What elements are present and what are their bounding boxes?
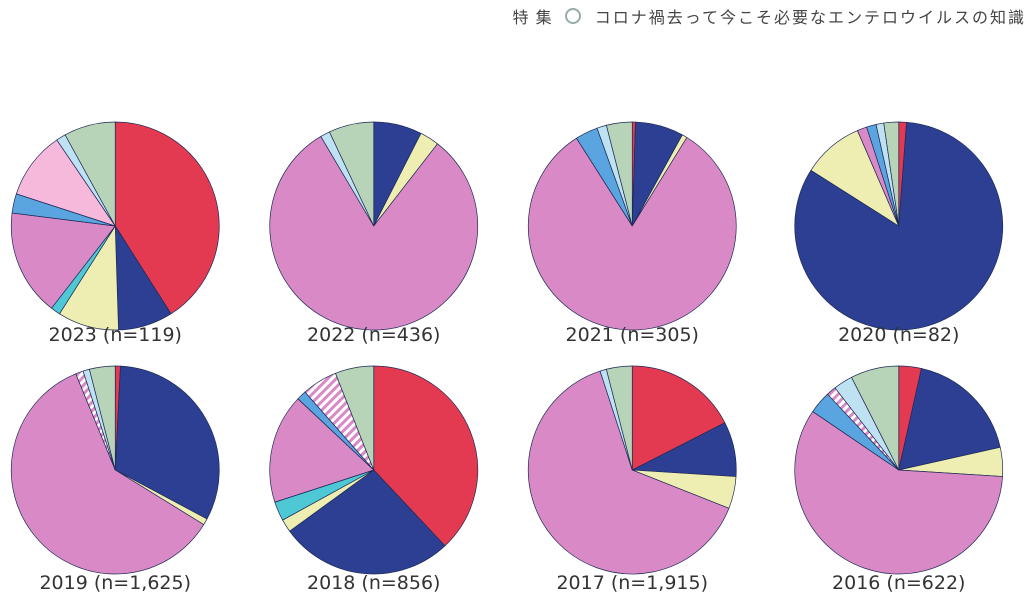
pie-label: 2018 (n=856) (307, 572, 441, 594)
pie-label: 2021 (n=305) (565, 324, 699, 346)
pie-slice-pink (269, 398, 375, 503)
pie-slice-sage (851, 365, 900, 471)
pie-slice-navy (289, 469, 446, 575)
pie-label: 2017 (n=1,915) (556, 572, 709, 594)
pie-slice-navy (114, 365, 220, 520)
pie-label: 2020 (n=82) (838, 324, 960, 346)
pie-slice-red (631, 365, 726, 471)
pie-slice-pink (269, 135, 479, 331)
pie-slice-sage (329, 121, 375, 227)
pie-slice-lightpink (15, 139, 117, 227)
pie-chart (10, 121, 220, 331)
header-title: コロナ禍去って今こそ必要なエンテロウイルスの知識 (594, 8, 1026, 27)
pie-slice-sage (883, 121, 900, 227)
pie-label: 2022 (n=436) (307, 324, 441, 346)
section-label: 特 集 (512, 8, 553, 27)
pie-slice-red (114, 121, 220, 315)
pie-slice-sage (605, 121, 633, 227)
pie-slice-pink (794, 411, 1003, 575)
pie-chart (269, 121, 479, 331)
page-header: 特 集 コロナ禍去って今こそ必要なエンテロウイルスの知識 (513, 4, 1026, 28)
pie-slice-sage (335, 365, 375, 471)
pie-label: 2016 (n=622) (832, 572, 966, 594)
pie-slice-pink (527, 370, 730, 575)
pie-chart (269, 365, 479, 575)
pie-slice-sage (64, 121, 116, 227)
pie-slice-sage (605, 365, 633, 471)
pie-chart (527, 365, 737, 575)
pie-chart (794, 121, 1004, 331)
pie-slice-sage (88, 365, 116, 471)
pie-label: 2019 (n=1,625) (39, 572, 192, 594)
hexagon-icon (564, 8, 581, 24)
pie-slice-navy (898, 368, 1001, 471)
pie-chart (794, 365, 1004, 575)
pie-slice-pink (10, 373, 205, 575)
pie-chart (10, 365, 220, 575)
pie-slice-pink (527, 137, 737, 331)
pie-chart (527, 121, 737, 331)
pie-slice-pink (10, 212, 116, 309)
pie-slice-red (373, 365, 479, 547)
pie-label: 2023 (n=119) (48, 324, 182, 346)
